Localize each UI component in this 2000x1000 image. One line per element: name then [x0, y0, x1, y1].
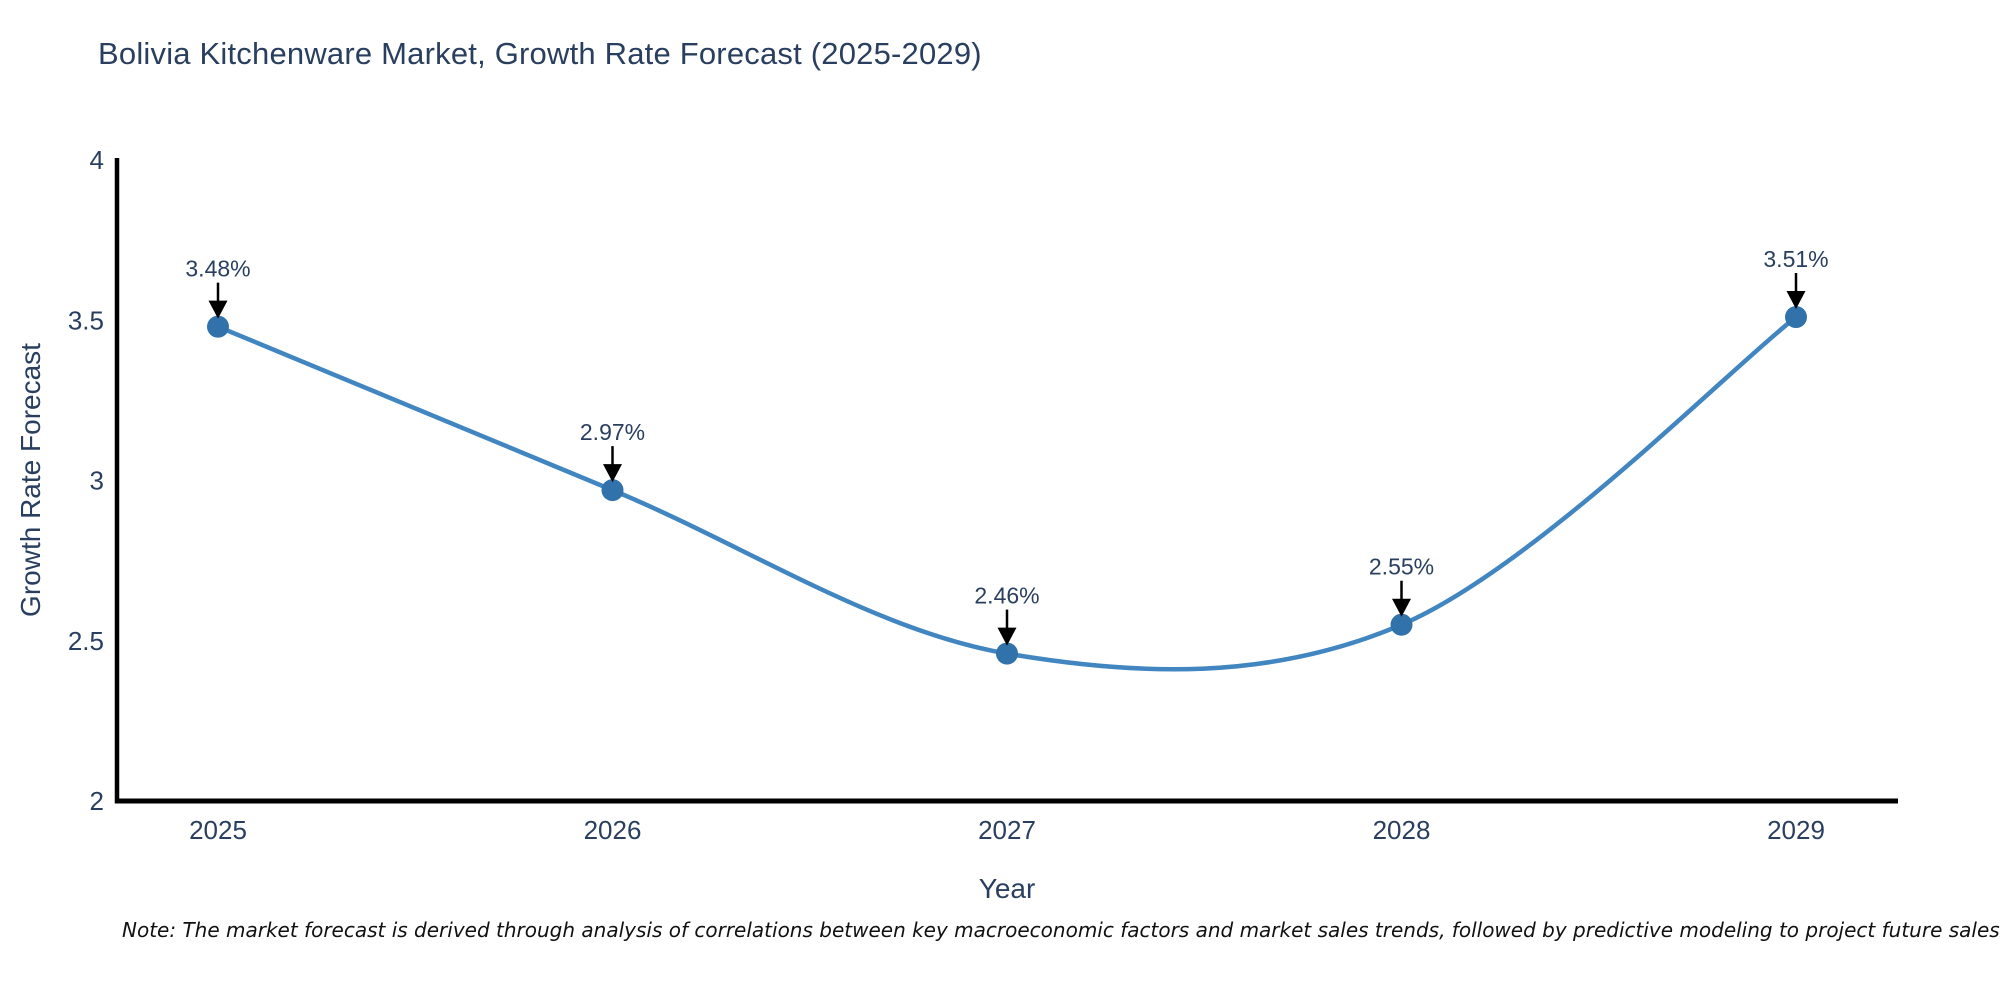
x-tick-label: 2029 [1767, 815, 1825, 845]
x-tick-label: 2026 [584, 815, 642, 845]
data-point[interactable] [207, 315, 229, 338]
annotation-arrowhead-icon [208, 300, 228, 319]
data-point[interactable] [601, 479, 624, 502]
x-tick-label: 2025 [189, 815, 247, 845]
y-tick-label: 2.5 [68, 626, 104, 656]
y-tick-label: 4 [90, 145, 104, 175]
y-tick-label: 3.5 [68, 305, 104, 335]
point-value-label: 3.51% [1763, 246, 1828, 272]
point-value-label: 2.46% [974, 583, 1039, 609]
x-axis-title: Year [978, 873, 1036, 904]
data-point[interactable] [1390, 613, 1413, 636]
y-tick-label: 2 [90, 786, 104, 816]
annotation-arrowhead-icon [603, 464, 622, 483]
data-point[interactable] [1785, 306, 1807, 329]
x-tick-label: 2028 [1373, 815, 1431, 845]
x-tick-label: 2027 [978, 815, 1036, 845]
chart-title: Bolivia Kitchenware Market, Growth Rate … [98, 36, 982, 71]
point-value-label: 2.97% [580, 419, 645, 445]
annotation-arrowhead-icon [997, 627, 1017, 646]
footnote: Note: The market forecast is derived thr… [122, 918, 2000, 942]
annotation-arrowhead-icon [1786, 291, 1806, 310]
y-tick-label: 3 [90, 466, 104, 496]
data-point[interactable] [996, 642, 1018, 665]
annotation-arrowhead-icon [1392, 598, 1411, 617]
point-value-label: 3.48% [185, 256, 250, 282]
point-value-label: 2.55% [1369, 554, 1434, 580]
